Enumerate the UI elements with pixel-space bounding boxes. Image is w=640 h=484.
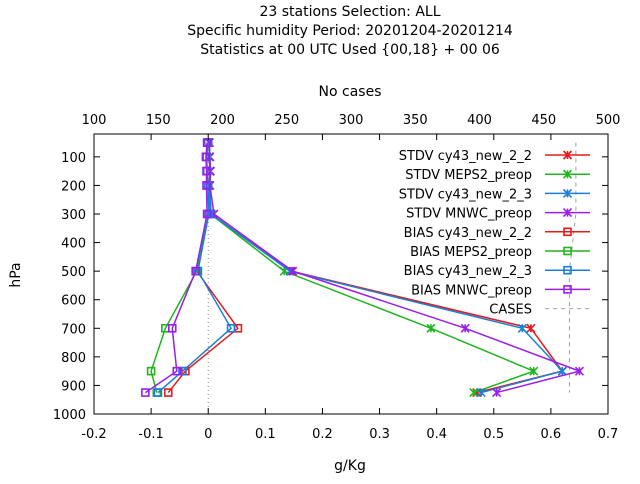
series-bias-mnwc-preop xyxy=(141,138,212,397)
legend-label: STDV MEPS2_preop xyxy=(405,168,532,183)
square-marker xyxy=(163,388,173,397)
y-axis-label: hPa xyxy=(8,262,24,287)
legend-label: STDV cy43_new_2_3 xyxy=(399,187,532,202)
y-tick-label: 100 xyxy=(61,151,86,166)
square-marker xyxy=(202,138,212,147)
square-marker xyxy=(202,209,212,219)
x-tick-label: 0.1 xyxy=(255,427,276,442)
x-marker xyxy=(526,323,536,333)
top-axis-label: No cases xyxy=(319,84,382,100)
x-marker xyxy=(562,150,573,160)
x-tick-label: 0 xyxy=(204,427,212,442)
square-marker xyxy=(202,166,211,176)
top-tick-label: 100 xyxy=(82,113,107,128)
square-marker xyxy=(178,366,187,376)
square-marker xyxy=(202,181,211,190)
series-line xyxy=(144,142,208,394)
x-marker xyxy=(562,188,573,198)
square-marker xyxy=(141,388,150,397)
x-tick-label: 0.5 xyxy=(483,427,504,442)
square-marker xyxy=(191,266,200,276)
x-marker xyxy=(517,323,527,333)
y-tick-label: 800 xyxy=(61,351,86,366)
top-tick-label: 450 xyxy=(531,113,556,128)
x-tick-label: 0.4 xyxy=(426,427,447,442)
legend-label: STDV MNWC_preop xyxy=(406,207,532,222)
top-tick-label: 350 xyxy=(403,113,428,128)
legend: STDV cy43_new_2_2 STDV MEPS2_preop STDV cy… xyxy=(399,149,590,318)
y-tick-label: 300 xyxy=(61,208,86,223)
chart-title: 23 stations Selection: ALL Specific humid… xyxy=(187,4,513,58)
x-tick-label: 0.6 xyxy=(541,427,562,442)
cases-line xyxy=(568,142,577,393)
legend-label: BIAS MEPS2_preop xyxy=(410,245,532,260)
x-marker xyxy=(469,388,479,398)
top-tick-label: 400 xyxy=(467,113,492,128)
square-marker xyxy=(201,152,211,162)
title-line: Specific humidity Period: 20201204-20201… xyxy=(187,23,513,39)
top-tick-label: 500 xyxy=(596,113,621,128)
square-marker xyxy=(563,227,572,237)
y-tick-label: 200 xyxy=(61,179,86,194)
x-marker xyxy=(557,366,567,376)
square-marker xyxy=(167,323,177,333)
series-bias-cy43-new-2-2 xyxy=(163,138,243,397)
y-tick-label: 400 xyxy=(61,237,86,252)
y-tick-label: 600 xyxy=(61,294,86,309)
square-marker xyxy=(172,366,182,376)
y-tick-label: 500 xyxy=(61,265,86,280)
y-tick-label: 1000 xyxy=(53,408,86,423)
series-line xyxy=(167,142,239,394)
axis-ticks: -0.2 -0.1 0 0.1 0.2 0.3 0.4 0.5 0.6 0.7 100 200 300 4… xyxy=(53,113,621,442)
x-marker xyxy=(529,366,539,376)
square-marker xyxy=(146,366,156,376)
legend-label: BIAS MNWC_preop xyxy=(411,283,532,298)
x-tick-label: -0.2 xyxy=(81,427,106,442)
top-tick-label: 250 xyxy=(274,113,299,128)
y-tick-label: 700 xyxy=(61,322,86,337)
square-marker xyxy=(563,265,572,275)
x-marker xyxy=(492,388,502,398)
plot-frame xyxy=(93,133,609,415)
title-line: 23 stations Selection: ALL xyxy=(259,4,440,20)
x-tick-label: 0.3 xyxy=(369,427,390,442)
x-marker xyxy=(460,323,470,333)
square-marker xyxy=(226,323,236,333)
legend-label: CASES xyxy=(489,303,532,318)
square-marker xyxy=(563,246,572,256)
top-tick-label: 150 xyxy=(146,113,171,128)
legend-label: BIAS cy43_new_2_2 xyxy=(404,226,532,241)
x-tick-label: 0.2 xyxy=(312,427,333,442)
title-line: Statistics at 00 UTC Used {00,18} + 00 0… xyxy=(200,42,500,58)
x-tick-label: -0.1 xyxy=(138,427,163,442)
y-tick-label: 900 xyxy=(61,379,86,394)
top-tick-label: 300 xyxy=(339,113,364,128)
x-tick-label: 0.7 xyxy=(598,427,619,442)
x-marker xyxy=(426,323,436,333)
x-marker xyxy=(562,169,573,179)
series-layer xyxy=(141,138,585,398)
x-marker xyxy=(574,366,585,376)
legend-label: STDV cy43_new_2_2 xyxy=(399,149,532,164)
x-marker xyxy=(476,388,486,398)
top-tick-label: 200 xyxy=(210,113,235,128)
x-marker xyxy=(562,208,573,218)
square-marker xyxy=(563,285,572,294)
square-marker xyxy=(153,388,163,397)
x-marker xyxy=(288,266,298,276)
legend-label: BIAS cy43_new_2_3 xyxy=(404,264,532,279)
x-axis-label: g/Kg xyxy=(334,458,366,474)
